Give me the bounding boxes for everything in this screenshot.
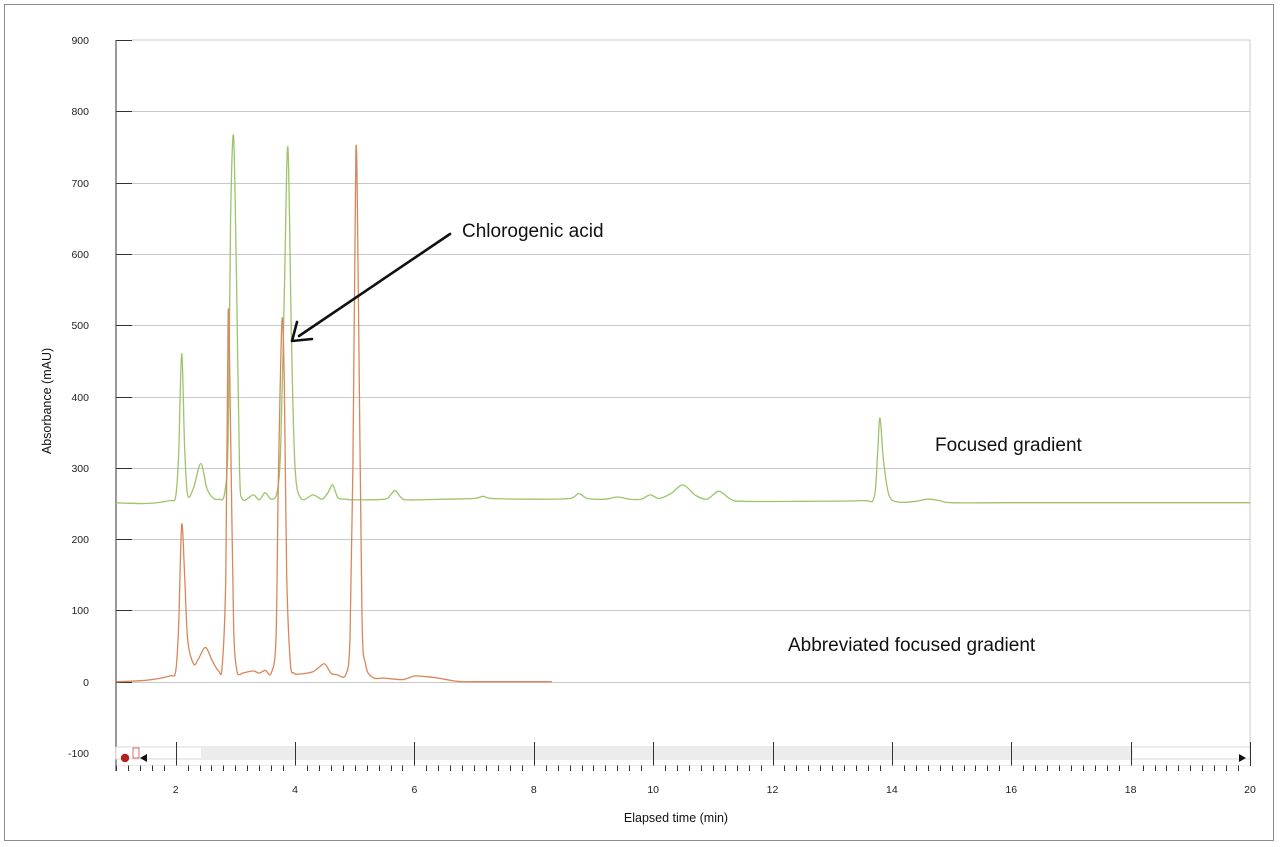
y-tick-label: 0 xyxy=(83,677,89,689)
annotation-arrow xyxy=(290,232,452,343)
x-axis-ticks: 2 4 6 8 10 12 14 16 18 20 xyxy=(116,742,1256,796)
y-axis-ticks: -100 0 100 200 300 400 500 600 700 800 900 xyxy=(68,35,132,760)
x-tick-label: 16 xyxy=(1005,784,1017,796)
scrubber-selection xyxy=(201,748,1133,758)
x-tick-label: 18 xyxy=(1125,784,1137,796)
x-tick-label: 8 xyxy=(531,784,537,796)
x-tick-label: 6 xyxy=(411,784,417,796)
chart-frame: -100 0 100 200 300 400 500 600 700 800 900 2 4 6 8 10 1… xyxy=(4,4,1274,841)
scrubber-handle xyxy=(132,747,140,759)
x-tick-label: 10 xyxy=(647,784,659,796)
grid-lines xyxy=(115,39,1251,771)
x-tick-label: 2 xyxy=(173,784,179,796)
y-tick-label: -100 xyxy=(68,748,89,760)
annotation-abbreviated-focused-gradient: Abbreviated focused gradient xyxy=(788,635,1036,656)
x-tick-label: 12 xyxy=(767,784,779,796)
y-tick-label: 500 xyxy=(71,320,89,332)
y-tick-label: 700 xyxy=(71,178,89,190)
y-tick-label: 900 xyxy=(71,35,89,47)
time-scrubber[interactable] xyxy=(115,746,1251,763)
scroll-right-icon xyxy=(1239,754,1246,762)
y-axis-title: Absorbance (mAU) xyxy=(40,348,54,454)
y-tick-label: 400 xyxy=(71,392,89,404)
x-tick-label: 20 xyxy=(1244,784,1256,796)
series-line-1 xyxy=(115,144,552,683)
y-tick-label: 200 xyxy=(71,534,89,546)
chromatogram-chart: -100 0 100 200 300 400 500 600 700 800 900 2 4 6 8 10 1… xyxy=(40,35,1256,825)
series-layer xyxy=(115,134,1250,683)
x-tick-label: 4 xyxy=(292,784,298,796)
x-tick-label: 14 xyxy=(886,784,898,796)
scroll-left-icon xyxy=(140,754,147,762)
y-tick-label: 600 xyxy=(71,249,89,261)
x-axis-title: Elapsed time (min) xyxy=(624,811,728,825)
y-tick-label: 100 xyxy=(71,605,89,617)
y-tick-label: 300 xyxy=(71,463,89,475)
y-tick-label: 800 xyxy=(71,106,89,118)
playhead-marker-icon xyxy=(120,753,130,763)
annotation-focused-gradient: Focused gradient xyxy=(935,435,1083,456)
annotation-chlorogenic-acid: Chlorogenic acid xyxy=(462,221,604,242)
